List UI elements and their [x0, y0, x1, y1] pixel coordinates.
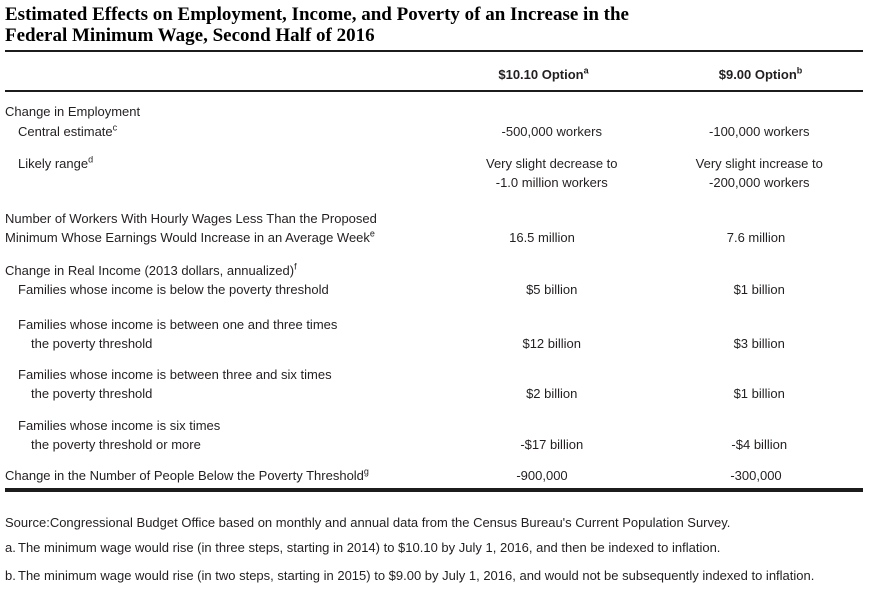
value-1010-option: -$17 billion	[520, 437, 584, 452]
row-label: Families whose income is six times the p…	[5, 416, 448, 454]
title-line-1: Estimated Effects on Employment, Income,…	[5, 4, 629, 25]
footnote-ref-f: f	[294, 261, 297, 272]
row-label-line-1: Families whose income is between one and…	[18, 317, 338, 332]
table-row-families-below-poverty: Families whose income is below the pover…	[5, 280, 863, 299]
row-label: Change in Employment	[5, 102, 435, 121]
table-row-central-estimate: Central estimatec -500,000 workers -100,…	[5, 122, 863, 141]
value-900-option: -$4 billion	[731, 437, 788, 452]
row-label-line-1: Number of Workers With Hourly Wages Less…	[5, 211, 377, 226]
value-900-option: -100,000 workers	[709, 124, 810, 139]
row-label-line-1: Families whose income is six times	[18, 418, 221, 433]
value-900-option: Very slight increase to -200,000 workers	[656, 154, 864, 192]
footnote-b: b. The minimum wage would rise (in two s…	[5, 567, 869, 584]
row-label-text: Families whose income is below the pover…	[18, 282, 329, 297]
footnote-text: The minimum wage would rise (in two step…	[18, 568, 815, 583]
header-rule	[5, 90, 863, 92]
table-row-change-in-employment: Change in Employment	[5, 102, 863, 121]
value-line-2: -200,000 workers	[709, 175, 810, 190]
footnote-ref-d: d	[88, 154, 94, 165]
footnote-text: The minimum wage would rise (in three st…	[18, 540, 721, 555]
row-label-line-2: Minimum Whose Earnings Would Increase in…	[5, 230, 370, 245]
value-1010-option: 16.5 million	[509, 230, 575, 245]
source-note: Source: Congressional Budget Office base…	[5, 514, 869, 531]
value-1010-option: -900,000	[516, 468, 568, 483]
row-label-line-2: the poverty threshold	[31, 386, 153, 401]
column-header-1010-label: $10.10 Option	[498, 67, 584, 82]
value-1010-option: Very slight decrease to -1.0 million wor…	[448, 154, 656, 192]
row-label-text: Likely range	[18, 156, 89, 171]
value-line-1: Very slight increase to	[695, 156, 823, 171]
value-900-option: $3 billion	[733, 336, 785, 351]
footnote-marker: a.	[5, 540, 16, 555]
value-1010-option: $5 billion	[526, 282, 578, 297]
row-label-text: Central estimate	[18, 124, 113, 139]
value-line-2: -1.0 million workers	[495, 175, 608, 190]
value-900-option: $1 billion	[733, 282, 785, 297]
row-label-text: Change in the Number of People Below the…	[5, 468, 364, 483]
table-row-likely-range: Likely ranged Very slight decrease to -1…	[5, 154, 863, 192]
title-rule	[5, 50, 863, 52]
footnote-ref-b: b	[796, 65, 803, 76]
row-label: Number of Workers With Hourly Wages Less…	[5, 209, 435, 247]
table-row-families-three-to-six: Families whose income is between three a…	[5, 365, 863, 403]
row-label-line-1: Families whose income is between three a…	[18, 367, 332, 382]
table-row-change-in-real-income: Change in Real Income (2013 dollars, ann…	[5, 261, 863, 280]
title-line-2: Federal Minimum Wage, Second Half of 201…	[5, 25, 375, 46]
row-label-line-2: the poverty threshold or more	[31, 437, 201, 452]
column-header-900-option: $9.00 Optionb	[652, 65, 869, 84]
section-header: Change in Real Income (2013 dollars, ann…	[5, 263, 295, 278]
value-900-option: 7.6 million	[726, 230, 786, 245]
value-1010-option	[435, 102, 649, 121]
footnote-ref-g: g	[363, 466, 369, 477]
table-row-change-people-below-poverty: Change in the Number of People Below the…	[5, 466, 863, 485]
row-label: Families whose income is below the pover…	[5, 280, 448, 299]
source-label: Source:	[5, 515, 50, 530]
value-900-option: $1 billion	[733, 386, 785, 401]
row-label: Change in Real Income (2013 dollars, ann…	[5, 261, 435, 280]
footnote-ref-c: c	[112, 122, 118, 133]
table-row-number-of-workers: Number of Workers With Hourly Wages Less…	[5, 209, 863, 247]
column-header-1010-option: $10.10 Optiona	[435, 65, 652, 84]
value-1010-option	[435, 261, 649, 280]
value-900-option	[649, 102, 863, 121]
row-label-line-2: the poverty threshold	[31, 336, 153, 351]
row-label: Families whose income is between one and…	[5, 315, 448, 353]
table-footer: Source: Congressional Budget Office base…	[5, 514, 869, 584]
table-row-families-one-to-three: Families whose income is between one and…	[5, 315, 863, 353]
footnote-a: a. The minimum wage would rise (in three…	[5, 539, 869, 556]
footnote-ref-a: a	[583, 65, 589, 76]
page-title: Estimated Effects on Employment, Income,…	[5, 4, 869, 46]
source-text: Congressional Budget Office based on mon…	[49, 515, 731, 530]
table-row-families-six-or-more: Families whose income is six times the p…	[5, 416, 863, 454]
value-900-option: -300,000	[730, 468, 782, 483]
value-1010-option: $12 billion	[522, 336, 582, 351]
footnote-ref-e: e	[369, 228, 375, 239]
column-header-900-label: $9.00 Option	[718, 67, 797, 82]
row-label: Likely ranged	[5, 154, 448, 192]
column-header-row: $10.10 Optiona $9.00 Optionb	[5, 52, 869, 90]
value-900-option	[649, 261, 863, 280]
row-label: Central estimatec	[5, 122, 448, 141]
header-spacer	[5, 65, 435, 84]
bottom-rule	[5, 488, 863, 492]
row-label: Families whose income is between three a…	[5, 365, 448, 403]
table-body: Change in Employment Central estimatec -…	[5, 102, 863, 485]
value-1010-option: $2 billion	[526, 386, 578, 401]
row-label: Change in the Number of People Below the…	[5, 466, 435, 485]
value-line-1: Very slight decrease to	[485, 156, 618, 171]
value-1010-option: -500,000 workers	[501, 124, 602, 139]
footnote-marker: b.	[5, 568, 16, 583]
section-header: Change in Employment	[5, 104, 141, 119]
